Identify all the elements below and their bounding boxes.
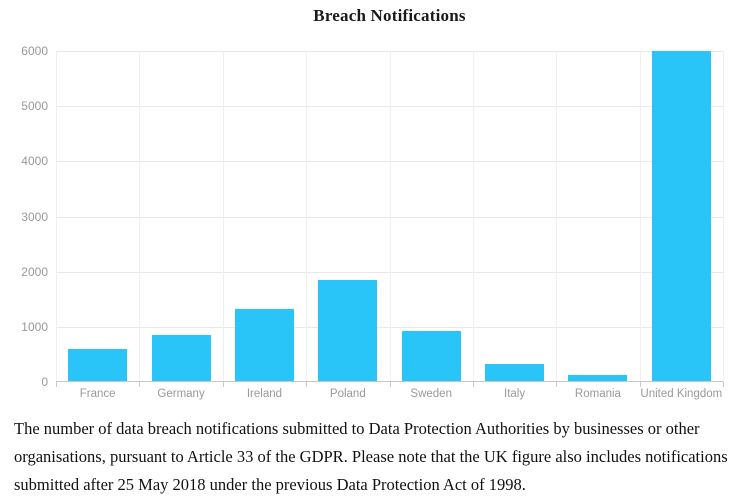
y-axis-tick-label: 1000 [21,319,48,334]
vertical-gridline [723,51,724,382]
x-axis-line [56,381,723,382]
x-axis-tick [723,382,724,387]
chart-title: Breach Notifications [313,6,466,25]
x-axis-tick [222,382,224,387]
y-axis-tick-label: 5000 [21,99,48,114]
x-axis-category-label: Sweden [410,388,452,400]
x-axis-category-label: France [79,388,116,400]
bar [234,309,294,382]
x-axis-category-label: Poland [329,388,366,400]
y-axis-tick-label: 2000 [21,264,48,279]
bar [68,348,128,382]
bar [568,375,628,382]
vertical-gridline [306,51,308,382]
bar [401,331,461,382]
vertical-gridline [56,51,57,382]
x-axis-tick [56,382,57,387]
y-axis-tick-label: 4000 [21,154,48,169]
bar [151,335,211,382]
vertical-gridline [389,51,391,382]
x-axis-tick [472,382,474,387]
y-axis-tick-label: 0 [41,375,48,389]
bar [485,364,545,382]
x-axis-tick [639,382,641,387]
x-axis-category-label: Germany [157,388,205,400]
x-axis-category-label: Italy [504,388,526,400]
bar [318,279,378,382]
vertical-gridline [639,51,641,382]
bar [651,51,711,382]
x-axis-category-label: Romania [574,388,621,400]
vertical-gridline [139,51,141,382]
y-axis-tick-label: 3000 [21,209,48,224]
x-axis-tick [306,382,308,387]
x-axis-tick [389,382,391,387]
y-axis-tick-label: 6000 [21,44,48,58]
x-axis-category-label: United Kingdom [640,388,723,400]
caption: The number of data breach notifications … [14,419,728,494]
plot-area [56,51,724,387]
vertical-gridline [472,51,474,382]
vertical-gridline [222,51,224,382]
x-axis-tick [139,382,141,387]
x-axis-tick [556,382,558,387]
vertical-gridline [556,51,558,382]
x-axis-category-label: Ireland [246,388,283,400]
